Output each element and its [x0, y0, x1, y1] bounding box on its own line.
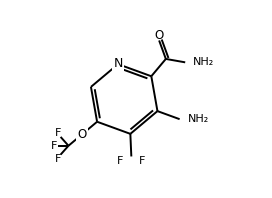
Text: O: O: [78, 128, 87, 141]
Text: F: F: [139, 156, 145, 166]
Text: F: F: [54, 128, 61, 138]
Text: N: N: [113, 57, 123, 70]
Text: F: F: [51, 141, 57, 151]
Text: NH₂: NH₂: [187, 114, 209, 124]
Text: O: O: [154, 29, 164, 42]
Text: NH₂: NH₂: [193, 57, 214, 67]
Text: F: F: [54, 153, 61, 164]
Text: F: F: [117, 156, 124, 166]
